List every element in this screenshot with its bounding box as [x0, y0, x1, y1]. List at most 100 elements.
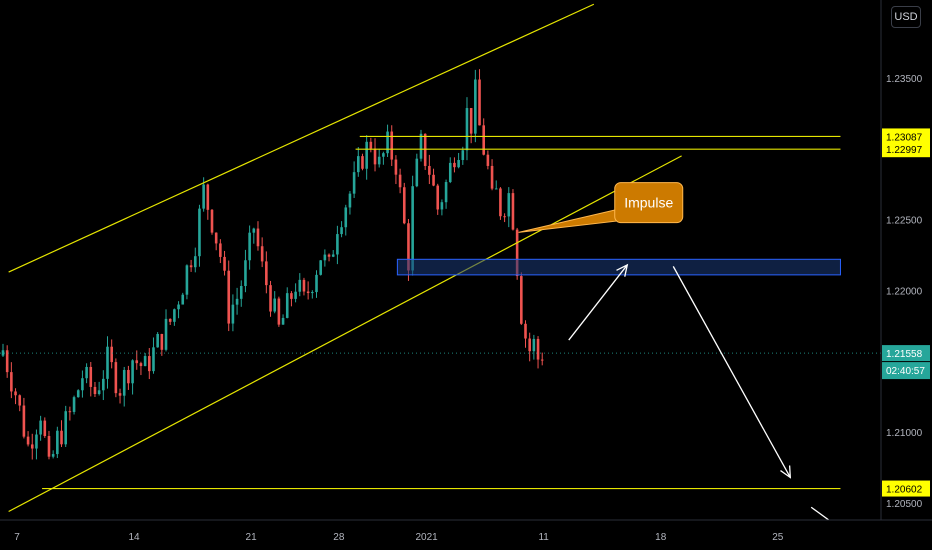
candle[interactable]	[419, 133, 423, 159]
candle[interactable]	[156, 334, 159, 348]
candle[interactable]	[490, 165, 494, 189]
candle[interactable]	[139, 363, 143, 367]
candles[interactable]	[1, 69, 544, 460]
candle[interactable]	[102, 378, 105, 391]
candle[interactable]	[499, 188, 502, 217]
candle[interactable]	[223, 256, 226, 271]
candle[interactable]	[210, 209, 214, 233]
candle[interactable]	[47, 436, 51, 457]
level-price-tag[interactable]	[882, 128, 930, 145]
candle[interactable]	[64, 411, 67, 445]
candle[interactable]	[51, 454, 55, 457]
candle[interactable]	[231, 304, 235, 324]
candle[interactable]	[244, 260, 247, 287]
candle[interactable]	[511, 193, 515, 230]
candle[interactable]	[428, 165, 431, 175]
candle[interactable]	[319, 260, 322, 275]
currency-button[interactable]: USD	[891, 6, 921, 28]
candle[interactable]	[10, 372, 13, 392]
candle[interactable]	[469, 108, 473, 134]
candle[interactable]	[5, 350, 9, 373]
candle[interactable]	[348, 193, 352, 208]
candle[interactable]	[323, 254, 327, 261]
candle[interactable]	[1, 350, 5, 356]
supply-zone[interactable]	[396, 258, 841, 276]
candle[interactable]	[281, 317, 285, 325]
candle[interactable]	[478, 79, 481, 126]
candle[interactable]	[72, 397, 76, 412]
candle[interactable]	[344, 207, 348, 228]
candle[interactable]	[407, 223, 410, 271]
candle[interactable]	[35, 434, 38, 449]
callout-box[interactable]	[614, 182, 684, 224]
candle[interactable]	[164, 318, 168, 350]
candle[interactable]	[260, 246, 264, 262]
channel-lower-line[interactable]	[8, 155, 682, 513]
candle[interactable]	[411, 186, 414, 271]
candle[interactable]	[118, 393, 122, 396]
candle[interactable]	[131, 360, 134, 384]
candle[interactable]	[461, 150, 465, 160]
candle[interactable]	[106, 346, 109, 379]
candle[interactable]	[198, 208, 201, 257]
candle[interactable]	[465, 108, 469, 151]
candle[interactable]	[193, 256, 197, 268]
candle[interactable]	[30, 444, 34, 449]
candle[interactable]	[277, 298, 281, 325]
candle[interactable]	[43, 420, 47, 437]
candle[interactable]	[202, 184, 205, 209]
candle[interactable]	[494, 188, 498, 190]
candle[interactable]	[239, 286, 243, 299]
candle[interactable]	[306, 291, 310, 294]
candle[interactable]	[482, 125, 485, 155]
candle[interactable]	[93, 386, 97, 395]
candle[interactable]	[520, 276, 523, 324]
candle[interactable]	[311, 292, 314, 294]
candle[interactable]	[302, 279, 306, 292]
candle[interactable]	[219, 243, 222, 257]
candle[interactable]	[444, 182, 448, 203]
candle[interactable]	[160, 334, 164, 350]
candle[interactable]	[76, 390, 80, 398]
candle[interactable]	[177, 304, 180, 310]
candle[interactable]	[68, 411, 72, 413]
candle[interactable]	[265, 261, 268, 286]
candle[interactable]	[143, 356, 147, 367]
candle[interactable]	[507, 193, 511, 217]
candle[interactable]	[206, 184, 210, 210]
candle[interactable]	[436, 185, 440, 210]
candle[interactable]	[402, 187, 406, 224]
candle[interactable]	[248, 232, 251, 261]
candle[interactable]	[373, 148, 377, 165]
candle[interactable]	[114, 362, 118, 394]
arrow-down[interactable]	[672, 266, 791, 478]
candle[interactable]	[336, 234, 339, 255]
candle[interactable]	[536, 338, 540, 360]
candle[interactable]	[365, 141, 368, 169]
candle[interactable]	[127, 369, 130, 384]
candle[interactable]	[440, 202, 444, 210]
candle[interactable]	[415, 158, 419, 187]
candle[interactable]	[173, 309, 176, 322]
candle[interactable]	[152, 347, 155, 372]
candle[interactable]	[432, 174, 435, 186]
candle[interactable]	[386, 131, 389, 154]
candle[interactable]	[227, 270, 231, 324]
candle[interactable]	[18, 395, 22, 406]
candle[interactable]	[148, 356, 151, 372]
candle[interactable]	[352, 172, 356, 194]
candle[interactable]	[135, 360, 139, 364]
candle[interactable]	[273, 298, 276, 312]
candle[interactable]	[85, 366, 88, 379]
candle[interactable]	[22, 405, 26, 437]
candle[interactable]	[60, 430, 63, 445]
candle[interactable]	[110, 346, 113, 363]
candle[interactable]	[97, 390, 101, 395]
candle[interactable]	[181, 294, 185, 305]
candle[interactable]	[340, 227, 343, 235]
candle[interactable]	[524, 323, 527, 339]
candle[interactable]	[294, 291, 297, 299]
candle[interactable]	[357, 156, 360, 173]
candle[interactable]	[448, 162, 452, 183]
